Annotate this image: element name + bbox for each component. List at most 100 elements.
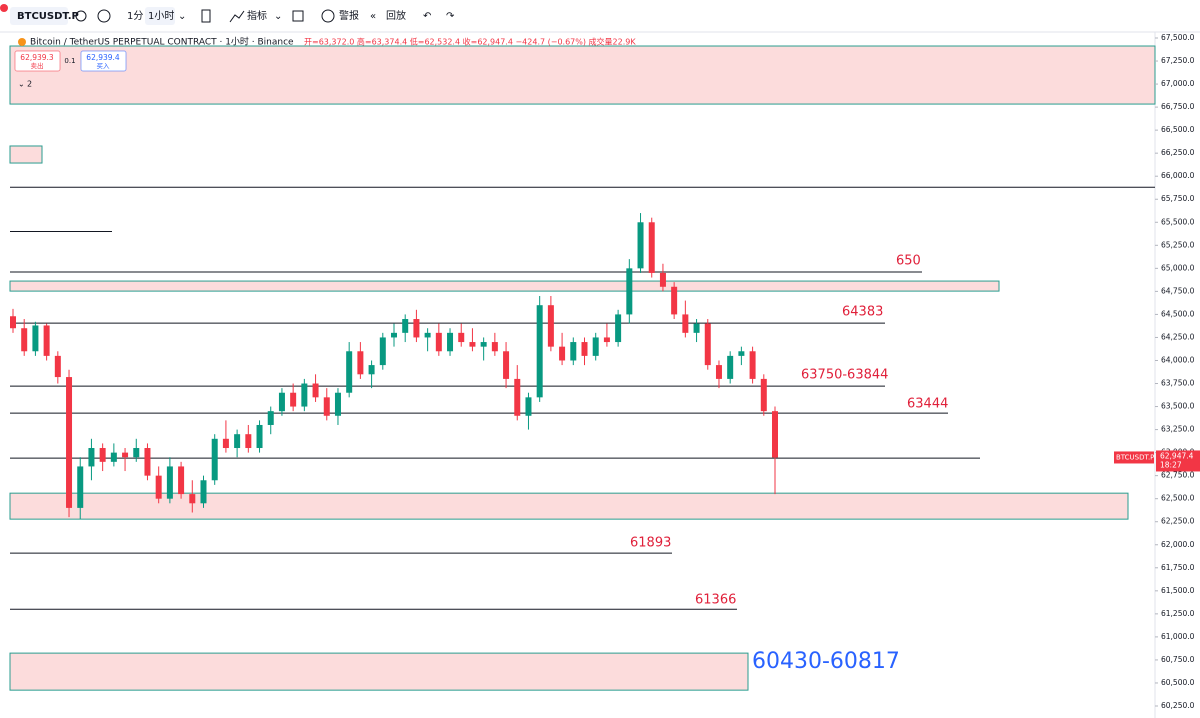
y-tick-label: 66,500.0	[1161, 125, 1195, 134]
symbol[interactable]: BTCUSDT.P	[17, 11, 79, 22]
interval-1h[interactable]: 1小时	[148, 10, 174, 22]
candle-body	[525, 397, 532, 416]
candle-body	[99, 448, 106, 462]
sell-price[interactable]: 62,939.3	[20, 53, 54, 62]
add-icon[interactable]	[97, 9, 111, 23]
indicators[interactable]: 指标	[247, 9, 267, 22]
zone	[9, 652, 749, 691]
alert[interactable]: 警报	[339, 9, 359, 22]
candle-body	[43, 325, 50, 356]
y-tick-label: 63,750.0	[1161, 379, 1195, 388]
candle-body	[189, 494, 196, 504]
collapsed-count[interactable]: 2	[27, 80, 32, 89]
price-tag-symbol: BTCUSDT.P	[1116, 453, 1154, 461]
candle-body	[32, 325, 39, 352]
level-label: 61893	[630, 536, 671, 551]
candle-body	[379, 337, 386, 366]
y-tick-label: 61,750.0	[1161, 563, 1195, 572]
coin-icon	[18, 38, 26, 46]
level-label: 63750-63844	[801, 368, 888, 383]
watch-icon[interactable]	[75, 10, 87, 22]
candle-body	[559, 346, 566, 361]
candle-body	[615, 314, 622, 343]
candle-body	[626, 268, 633, 315]
candle-body	[77, 466, 84, 508]
y-tick-label: 65,250.0	[1161, 240, 1195, 249]
candle-body	[480, 342, 487, 347]
y-tick-label: 62,750.0	[1161, 471, 1195, 480]
candle-body	[267, 411, 274, 425]
y-tick-label: 62,250.0	[1161, 517, 1195, 526]
candle-body	[178, 466, 185, 495]
interval-active[interactable]	[145, 7, 175, 25]
dropdown[interactable]: ⌄	[274, 11, 282, 22]
candle-body	[312, 383, 319, 398]
candle-body	[760, 378, 767, 412]
candle-icon[interactable]	[201, 9, 211, 23]
y-tick-label: 60,500.0	[1161, 678, 1195, 687]
replay[interactable]: 回放	[386, 9, 406, 22]
alert-icon[interactable]	[321, 9, 335, 23]
candle-body	[547, 305, 554, 347]
level-label: 61366	[695, 593, 736, 608]
undo[interactable]: ↶	[423, 11, 431, 22]
toolbar	[0, 0, 1200, 32]
symbol-button[interactable]	[10, 7, 68, 25]
candle-body	[222, 438, 229, 449]
candle-body	[704, 323, 711, 366]
interval-1m[interactable]: 1分	[127, 10, 143, 22]
y-tick-label: 67,000.0	[1161, 79, 1195, 88]
y-tick-label: 66,000.0	[1161, 171, 1195, 180]
level-label: 64383	[842, 305, 883, 320]
y-tick-label: 67,250.0	[1161, 56, 1195, 65]
price-tag-symbol-bg	[1114, 451, 1154, 464]
sell-button[interactable]	[14, 50, 61, 72]
redo[interactable]: ↷	[446, 11, 455, 22]
ohlc: 开=63,372.0 高=63,374.4 低=62,532.4 收=62,94…	[304, 37, 636, 47]
candle-body	[66, 377, 73, 508]
candle-body	[682, 314, 689, 333]
buy-label[interactable]: 买入	[97, 62, 111, 70]
candle-body	[234, 434, 241, 449]
price-tag-price: 62,947.4	[1160, 451, 1194, 460]
spread: 0.1	[64, 57, 75, 65]
dropdown[interactable]: ⌄	[178, 11, 186, 22]
y-tick-label: 63,250.0	[1161, 425, 1195, 434]
sell-label[interactable]: 卖出	[31, 61, 44, 70]
chart-title: Bitcoin / TetherUS PERPETUAL CONTRACT · …	[30, 36, 294, 48]
candle-body	[413, 319, 420, 338]
candle-body	[435, 332, 442, 352]
candle-body	[10, 316, 16, 329]
candle-body	[256, 424, 263, 449]
badge	[0, 4, 8, 12]
candle-body	[133, 448, 140, 458]
candle-body	[671, 286, 678, 315]
candle-body	[211, 438, 218, 481]
y-tick-label: 63,500.0	[1161, 402, 1195, 411]
y-tick-label: 67,500.0	[1161, 33, 1195, 42]
candle-body	[469, 342, 476, 347]
layout-icon[interactable]	[292, 10, 304, 22]
y-tick-label: 66,750.0	[1161, 102, 1195, 111]
candle-body	[570, 342, 577, 361]
y-tick-label: 61,250.0	[1161, 609, 1195, 618]
buy-button[interactable]	[80, 50, 127, 72]
zone	[9, 145, 43, 164]
zone-label: 60430-60817	[752, 649, 900, 674]
candle-body	[245, 434, 252, 449]
candle-body	[278, 392, 285, 412]
buy-price[interactable]: 62,939.4	[86, 53, 120, 62]
indicator-icon[interactable]	[229, 10, 245, 23]
collapse-arrow[interactable]: ⌄	[18, 80, 25, 89]
candle-body	[391, 332, 397, 338]
candle-body	[402, 319, 409, 333]
y-tick-label: 64,250.0	[1161, 332, 1195, 341]
y-tick-label: 60,250.0	[1161, 701, 1195, 710]
candle-body	[144, 448, 151, 476]
candle-body	[749, 351, 756, 379]
y-tick-label: 61,000.0	[1161, 632, 1195, 641]
replay-icon[interactable]: «	[370, 11, 376, 22]
y-tick-label: 65,000.0	[1161, 263, 1195, 272]
y-tick-label: 64,000.0	[1161, 355, 1195, 364]
